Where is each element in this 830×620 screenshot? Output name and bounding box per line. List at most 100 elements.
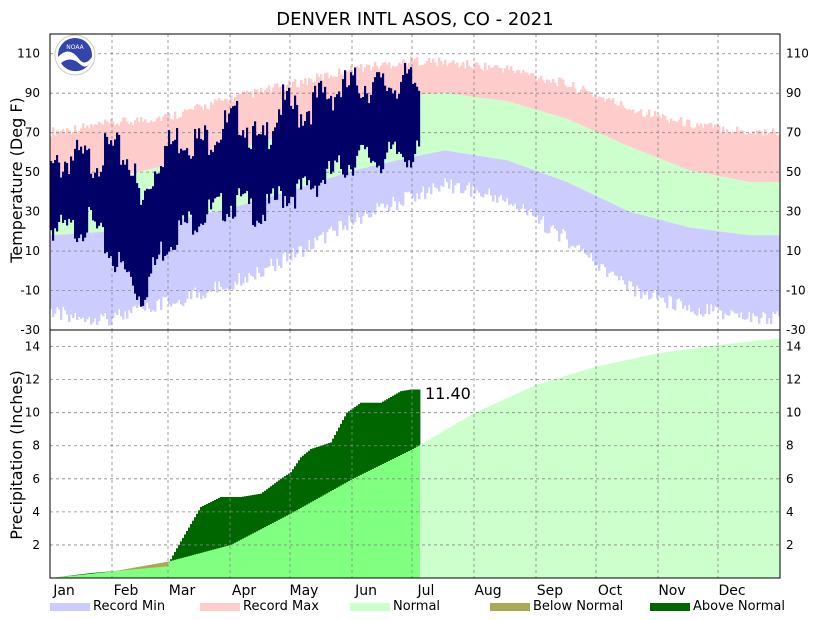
normal-range-bar [708, 174, 711, 231]
below-normal-bar [148, 565, 151, 569]
record-min-bar [414, 156, 417, 202]
record-max-bar [666, 120, 669, 162]
observed-temperature-bar [294, 95, 297, 209]
record-max-bar [640, 109, 643, 152]
normal-precipitation-bar [744, 342, 747, 578]
normal-range-bar [454, 94, 457, 153]
normal-precipitation-bar [678, 350, 681, 578]
normal-precipitation-bar [712, 345, 715, 578]
normal-to-date-bar [98, 572, 101, 578]
record-min-bar [430, 153, 433, 195]
record-max-bar [594, 94, 597, 132]
normal-range-bar [584, 126, 587, 191]
record-min-bar [190, 217, 193, 300]
normal-precipitation-bar [438, 433, 441, 578]
record-min-bar [692, 227, 695, 312]
above-normal-bar [98, 572, 101, 573]
record-max-bar [60, 130, 63, 182]
record-min-bar [274, 195, 277, 272]
record-max-bar [634, 113, 637, 149]
record-min-bar [606, 201, 609, 277]
record-max-bar [694, 127, 697, 172]
normal-precipitation-bar [586, 369, 589, 578]
observed-temperature-bar [290, 105, 293, 197]
above-normal-bar [86, 573, 89, 575]
observed-temperature-bar [398, 94, 401, 152]
normal-precipitation-bar [504, 399, 507, 578]
record-max-bar [524, 72, 527, 107]
month-label: Mar [169, 583, 196, 599]
normal-to-date-bar [276, 520, 279, 578]
record-max-bar [196, 103, 199, 159]
normal-precipitation-bar [630, 359, 633, 578]
legend: Record Min Record Max Normal Below Normal Ab… [50, 599, 785, 614]
observed-temperature-bar [228, 113, 231, 217]
observed-temperature-bar [230, 108, 233, 206]
record-max-bar [428, 57, 431, 95]
normal-range-bar [422, 94, 425, 155]
record-max-bar [494, 65, 497, 100]
record-max-bar [148, 122, 151, 170]
record-min-bar [400, 159, 403, 205]
normal-precipitation-bar [560, 377, 563, 578]
normal-range-bar [580, 125, 583, 189]
normal-precipitation-bar [672, 351, 675, 578]
normal-range-bar [486, 98, 489, 158]
normal-to-date-bar [346, 482, 349, 578]
record-min-bar [74, 233, 77, 313]
normal-to-date-bar [178, 558, 181, 578]
normal-precipitation-bar [536, 384, 539, 578]
observed-temperature-bar [250, 149, 253, 199]
normal-to-date-bar [364, 472, 367, 578]
normal-range-bar [588, 128, 591, 193]
above-normal-bar [342, 420, 345, 485]
above-normal-bar [282, 477, 285, 518]
record-min-bar [744, 234, 747, 320]
record-min-bar [460, 152, 463, 194]
normal-to-date-bar [236, 541, 239, 578]
record-min-bar [596, 196, 599, 265]
record-min-bar [82, 233, 85, 318]
observed-temperature-bar [372, 82, 375, 161]
record-max-bar [156, 118, 159, 168]
record-max-bar [62, 128, 65, 182]
record-max-bar [726, 129, 729, 178]
normal-to-date-bar [258, 530, 261, 578]
above-normal-bar [272, 484, 275, 523]
observed-temperature-bar [178, 153, 181, 221]
normal-range-bar [774, 182, 777, 236]
observed-temperature-bar [338, 91, 341, 156]
record-min-bar [254, 201, 257, 280]
normal-range-bar [706, 173, 709, 230]
record-max-bar [272, 87, 275, 139]
precipitation-tick-label-left: 10 [25, 406, 40, 420]
normal-to-date-bar [230, 544, 233, 578]
normal-precipitation-bar [574, 373, 577, 578]
month-label: Feb [114, 583, 139, 599]
record-max-bar [544, 82, 547, 113]
record-min-bar [766, 235, 769, 325]
record-min-bar [58, 234, 61, 310]
record-max-bar [672, 120, 675, 164]
record-max-bar [706, 124, 709, 174]
normal-range-bar [636, 149, 639, 214]
normal-range-bar [574, 122, 577, 186]
below-normal-bar [142, 566, 145, 569]
observed-temperature-bar [416, 86, 419, 141]
record-min-bar [612, 203, 615, 272]
above-normal-bar [88, 573, 91, 574]
record-max-bar [250, 91, 253, 146]
record-max-bar [590, 94, 593, 130]
normal-precipitation-bar [488, 406, 491, 578]
observed-temperature-bar [282, 84, 285, 208]
above-normal-bar [348, 411, 351, 482]
record-max-bar [718, 125, 721, 177]
normal-range-bar [464, 95, 467, 154]
record-min-bar [118, 230, 121, 310]
normal-to-date-bar [138, 568, 141, 578]
below-normal-bar [166, 561, 169, 567]
record-min-bar [580, 188, 583, 251]
record-min-bar [716, 231, 719, 308]
normal-range-bar [776, 182, 779, 236]
normal-to-date-bar [344, 483, 347, 578]
